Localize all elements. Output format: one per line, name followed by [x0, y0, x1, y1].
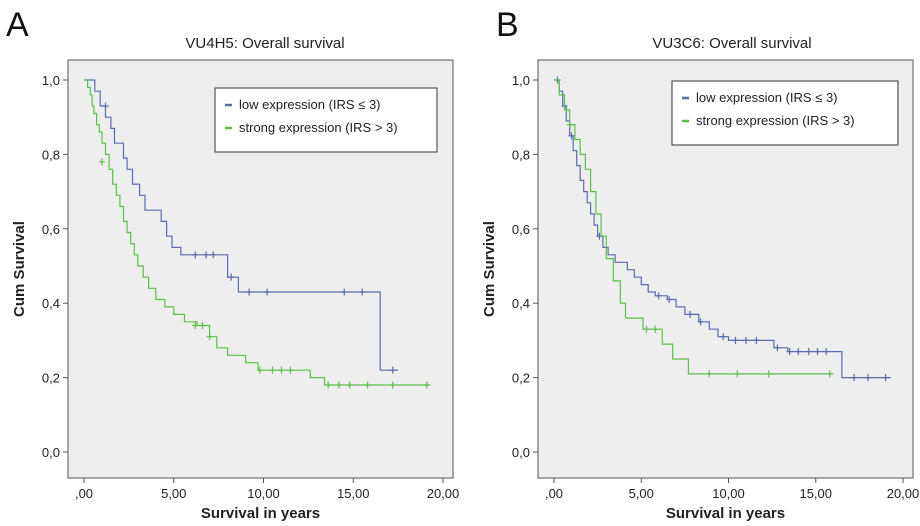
- legend: low expression (IRS ≤ 3) strong expressio…: [214, 87, 438, 153]
- censor-mark: [732, 336, 739, 344]
- censor-mark: [325, 381, 332, 389]
- y-tick-label: 0,4: [512, 296, 530, 311]
- censor-mark: [734, 370, 741, 378]
- survival-curve-low: [554, 79, 891, 379]
- censor-mark: [652, 325, 659, 333]
- y-tick-label: 0,8: [512, 147, 530, 162]
- y-tick-label: 0,4: [42, 296, 60, 311]
- legend-label: strong expression (IRS > 3): [696, 113, 855, 128]
- censor-mark: [389, 366, 396, 374]
- x-axis-label: Survival in years: [666, 505, 785, 522]
- censor-mark: [865, 374, 872, 382]
- censor-mark: [278, 366, 285, 374]
- y-axis-label: Cum Survival: [481, 221, 498, 317]
- censor-mark: [643, 325, 650, 333]
- censor-mark: [389, 381, 396, 389]
- x-tick-label: 15,00: [337, 486, 370, 501]
- censor-mark: [346, 381, 353, 389]
- censor-mark: [102, 102, 109, 110]
- y-tick-label: 1,0: [42, 73, 60, 88]
- censor-mark: [246, 288, 253, 296]
- legend-label: low expression (IRS ≤ 3): [239, 97, 381, 112]
- censor-mark: [98, 158, 105, 166]
- y-tick-label: 0,0: [512, 445, 530, 460]
- censor-mark: [795, 348, 802, 356]
- censor-mark: [359, 288, 366, 296]
- y-tick-label: 0,0: [42, 445, 60, 460]
- censor-mark: [720, 333, 727, 341]
- x-tick-label: ,00: [545, 486, 563, 501]
- censor-mark: [228, 273, 235, 281]
- censor-mark: [566, 121, 573, 129]
- censor-mark: [568, 132, 575, 140]
- censor-mark: [742, 336, 749, 344]
- censor-mark: [851, 374, 858, 382]
- censor-mark: [666, 295, 673, 303]
- censor-mark: [805, 348, 812, 356]
- censor-mark: [697, 318, 704, 326]
- survival-curve-low: [84, 79, 399, 371]
- chart-title: VU4H5: Overall survival: [185, 35, 344, 52]
- panel-letter: B: [496, 6, 519, 44]
- censor-mark: [256, 366, 263, 374]
- x-tick-label: 20,00: [887, 486, 920, 501]
- x-tick-label: 15,00: [799, 486, 832, 501]
- y-tick-label: 1,0: [512, 73, 530, 88]
- censor-mark: [882, 374, 889, 382]
- censor-mark: [753, 336, 760, 344]
- y-tick-label: 0,2: [512, 371, 530, 386]
- censor-mark: [706, 370, 713, 378]
- censor-mark: [206, 333, 213, 341]
- censor-mark: [826, 370, 833, 378]
- y-tick-label: 0,2: [42, 371, 60, 386]
- y-tick-label: 0,6: [512, 222, 530, 237]
- censor-mark: [287, 366, 294, 374]
- censor-mark: [269, 366, 276, 374]
- censor-mark: [192, 251, 199, 259]
- x-tick-label: 10,00: [712, 486, 745, 501]
- censor-mark: [814, 348, 821, 356]
- censor-mark: [423, 381, 430, 389]
- censor-mark: [199, 322, 206, 330]
- censor-mark: [786, 348, 793, 356]
- chart-title: VU3C6: Overall survival: [652, 35, 811, 52]
- x-tick-label: 5,00: [629, 486, 654, 501]
- censor-mark: [687, 310, 694, 318]
- survival-chart-a: VU4H5: Overall survival 0,0 0,2 0,4 0,6 0,8 1,…: [11, 35, 460, 522]
- censor-mark: [364, 381, 371, 389]
- x-tick-label: 20,00: [427, 486, 460, 501]
- chart-panel-b: B VU3C6: Overall survival 0,0 0,2 0,4 0,6 0,8…: [460, 0, 920, 526]
- censor-mark: [264, 288, 271, 296]
- censor-mark: [192, 322, 199, 330]
- censor-mark: [341, 288, 348, 296]
- survival-chart-b: VU3C6: Overall survival 0,0 0,2 0,4 0,6 0,8 1,…: [481, 35, 920, 522]
- x-axis-label: Survival in years: [201, 505, 320, 522]
- censor-mark: [774, 344, 781, 352]
- censor-mark: [823, 348, 830, 356]
- legend: low expression (IRS ≤ 3) strong expressio…: [671, 80, 899, 146]
- x-tick-label: ,00: [75, 486, 93, 501]
- y-tick-label: 0,6: [42, 222, 60, 237]
- censor-mark: [765, 370, 772, 378]
- legend-label: low expression (IRS ≤ 3): [696, 90, 838, 105]
- chart-panel-a: A VU4H5: Overall survival 0,0 0,2 0,4 0,6 0,8…: [6, 6, 460, 522]
- x-tick-label: 5,00: [161, 486, 186, 501]
- censor-mark: [210, 251, 217, 259]
- censor-mark: [203, 251, 210, 259]
- x-tick-label: 10,00: [247, 486, 280, 501]
- legend-label: strong expression (IRS > 3): [239, 120, 398, 135]
- y-axis-label: Cum Survival: [11, 221, 28, 317]
- survival-curve-strong: [84, 79, 431, 386]
- y-tick-label: 0,8: [42, 147, 60, 162]
- panel-letter: A: [6, 6, 29, 44]
- censor-mark: [335, 381, 342, 389]
- censor-mark: [655, 292, 662, 300]
